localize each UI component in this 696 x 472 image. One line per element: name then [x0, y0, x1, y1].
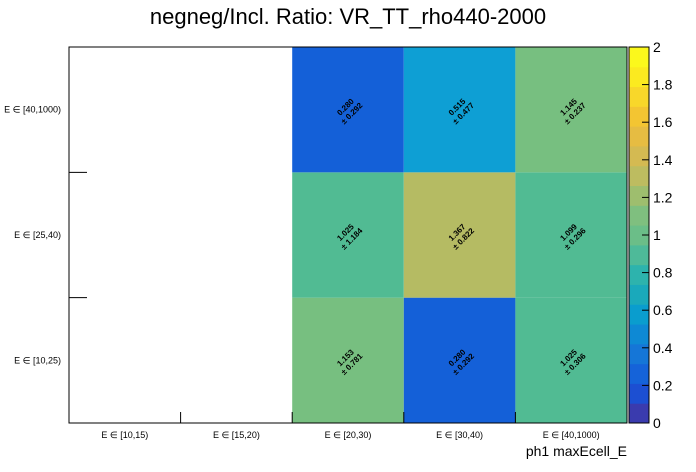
x-axis-title: ph1 maxEcell_E: [526, 443, 627, 459]
color-scale-label: 1.8: [653, 77, 673, 93]
heatmap-cell: [403, 47, 516, 173]
color-scale-label: 0.8: [653, 265, 673, 281]
color-scale-label: 1.4: [653, 152, 673, 168]
y-axis: E ∈ [10,25) E ∈ [25,40) E ∈ [40,1000): [4, 105, 87, 365]
color-scale-label: 0.2: [653, 377, 673, 393]
heatmap-cell: [292, 47, 404, 173]
color-scale-label: 0.4: [653, 340, 673, 356]
heatmap-cell: [515, 297, 627, 423]
color-scale-band: [629, 363, 649, 384]
x-tick-label: E ∈ [20,30): [325, 430, 372, 440]
color-scale-band: [629, 244, 649, 266]
color-scale-band: [629, 403, 649, 424]
color-scale-band: [629, 264, 649, 285]
heatmap-cell: [515, 172, 627, 298]
chart-title: negneg/Incl. Ratio: VR_TT_rho440-2000: [150, 4, 546, 29]
color-scale-band: [629, 126, 649, 147]
x-tick-label: E ∈ [40,1000): [543, 430, 600, 440]
y-tick-label: E ∈ [10,25): [14, 355, 61, 365]
heatmap-cell: [292, 172, 404, 298]
heatmap-cell: [515, 47, 627, 173]
color-scale-label: 0: [653, 415, 661, 431]
heatmap-cell: [403, 172, 516, 298]
color-scale-label: 1: [653, 227, 661, 243]
y-tick-label: E ∈ [25,40): [14, 230, 61, 240]
heatmap-cell: [403, 297, 516, 423]
x-tick-label: E ∈ [30,40): [436, 430, 483, 440]
plot-frame: [68, 46, 628, 424]
color-scale-band: [629, 66, 649, 88]
color-scale-band: [629, 165, 649, 187]
color-scale-band: [629, 205, 649, 226]
color-scale-band: [629, 304, 649, 325]
color-scale-band: [629, 185, 649, 206]
y-tick-label: E ∈ [40,1000): [4, 105, 61, 115]
color-scale-band: [629, 383, 649, 404]
color-scale-label: 1.2: [653, 189, 673, 205]
heatmap-cell: [292, 297, 404, 423]
color-scale-label: 2: [653, 39, 661, 55]
color-scale-band: [629, 225, 649, 246]
color-scale-label: 0.6: [653, 302, 673, 318]
x-tick-label: E ∈ [10,15): [101, 430, 148, 440]
color-scale: 0 0.2 0.4 0.6 0.8 1 1.2 1.4 1.6 1.8 2: [628, 39, 673, 431]
color-scale-label: 1.6: [653, 114, 673, 130]
x-tick-label: E ∈ [15,20): [213, 430, 260, 440]
color-scale-band: [629, 343, 649, 365]
color-scale-band: [629, 86, 649, 107]
color-scale-band: [629, 106, 649, 127]
color-scale-band: [629, 47, 649, 68]
heatmap-cells: [292, 47, 627, 423]
color-scale-band: [629, 145, 649, 167]
color-scale-band: [629, 324, 649, 345]
x-axis: E ∈ [10,15) E ∈ [15,20) E ∈ [20,30) E ∈ [30…: [101, 412, 600, 440]
color-scale-band: [629, 284, 649, 305]
